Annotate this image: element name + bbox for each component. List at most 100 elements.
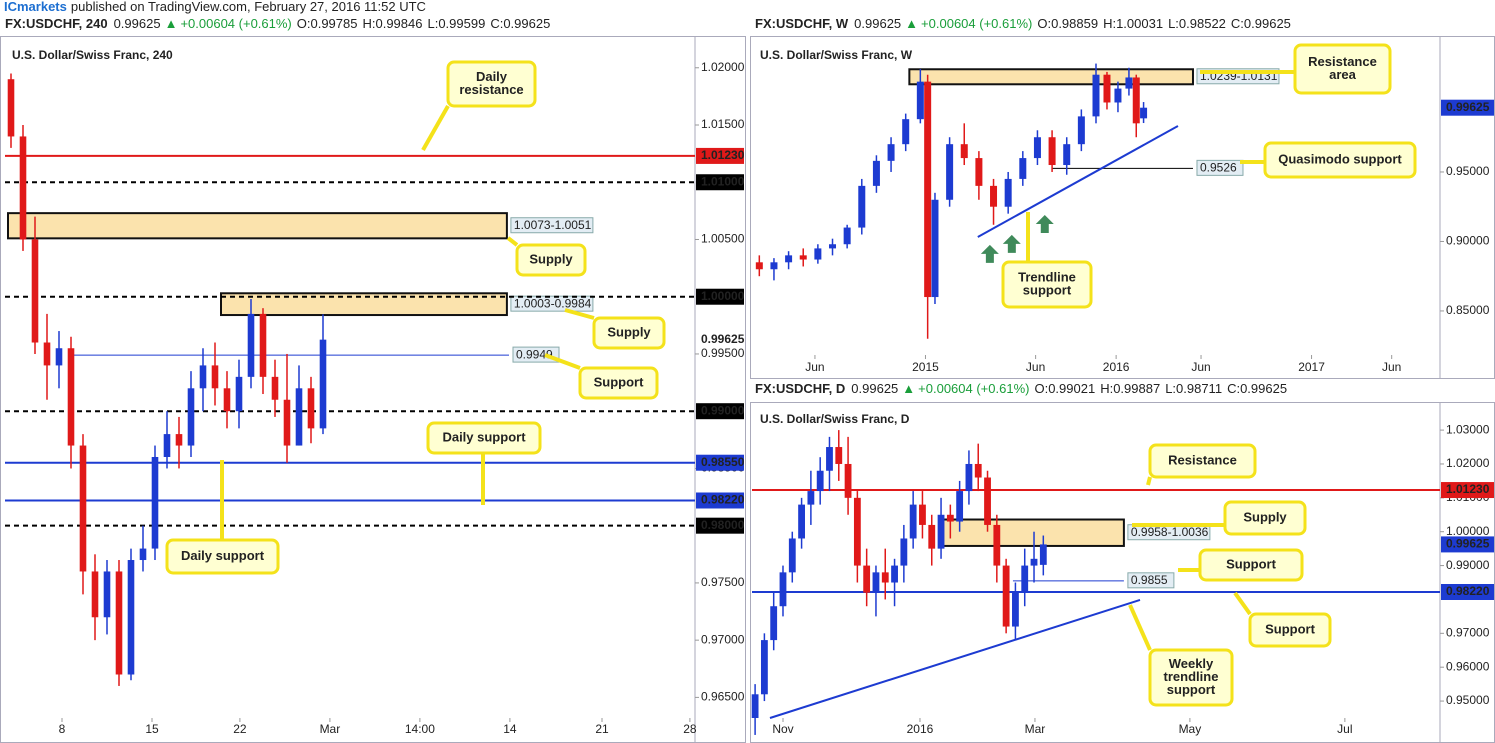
published: published on TradingView.com, February 2…: [71, 0, 426, 14]
y-tick-label: 1.00000: [1446, 524, 1490, 538]
zone-label-box: [510, 217, 594, 234]
candle-body: [779, 572, 787, 607]
change: +0.00604 (+0.61%): [918, 381, 1029, 396]
candle-body: [1012, 592, 1019, 627]
y-tick-label: 0.96000: [1446, 659, 1490, 673]
zone-label: 1.0003-0.9984: [514, 296, 592, 310]
publish-line: ICmarkets published on TradingView.com, F…: [4, 0, 426, 14]
candle-body: [909, 504, 917, 539]
candle-body: [1132, 77, 1140, 124]
candle-body: [43, 342, 51, 366]
x-tick-label: 28: [683, 722, 697, 736]
candle-body: [814, 248, 822, 260]
candle-body: [960, 144, 968, 159]
level-label-box: [1196, 159, 1244, 176]
candle-body: [1004, 178, 1012, 207]
trendline: [977, 125, 1179, 238]
candle-body: [887, 144, 895, 161]
candle-body: [139, 548, 147, 561]
y-tick-label: 0.85000: [1446, 303, 1490, 317]
price-tag-label: 0.98550: [701, 455, 745, 469]
price-tag: [696, 174, 744, 191]
change: +0.00604 (+0.61%): [921, 16, 1032, 31]
callout-box: [1148, 443, 1257, 479]
candle-body: [956, 491, 964, 522]
symbol-header: FX:USDCHF, D 0.99625 ▲ +0.00604 (+0.61%) O:0…: [755, 381, 1287, 396]
ohlc-label: L:0.98711: [1165, 381, 1222, 396]
y-tick-label: 0.95000: [1446, 693, 1490, 707]
candle-body: [1092, 74, 1100, 117]
callout-box: [446, 60, 537, 108]
y-tick-label: 0.97500: [701, 575, 745, 589]
candle-body: [1063, 144, 1071, 166]
x-tick-label: Nov: [772, 722, 793, 736]
candle-body: [751, 694, 759, 718]
callout-text: Quasimodo support: [1278, 151, 1402, 166]
candle-body: [1002, 565, 1010, 627]
ohlc-label: O:0.99021: [1034, 381, 1095, 396]
x-tick-label: 2017: [1298, 360, 1325, 374]
candle-body: [916, 81, 924, 120]
x-tick-label: 22: [233, 722, 247, 736]
symbol-header: FX:USDCHF, W 0.99625 ▲ +0.00604 (+0.61%) O:0…: [755, 16, 1291, 31]
candle-body: [984, 477, 991, 525]
candle-body: [223, 388, 231, 412]
x-tick-label: 21: [595, 722, 609, 736]
callout-text: Supply: [529, 251, 573, 266]
x-tick-label: May: [1179, 722, 1202, 736]
ohlc-label: H:0.99846: [362, 16, 422, 31]
candle-body: [1103, 74, 1111, 103]
x-tick-label: 14:00: [405, 722, 435, 736]
candle-body: [924, 81, 932, 298]
candle-body: [902, 119, 910, 145]
price-tag-label: 0.99625: [701, 332, 745, 346]
y-tick-label: 1.02000: [701, 60, 745, 74]
callout-text: trendline: [1164, 669, 1219, 684]
callout-text: Trendline: [1018, 269, 1076, 284]
candle-body: [858, 185, 866, 228]
price-tag-label: 1.00000: [701, 289, 745, 303]
callout-box: [1263, 141, 1417, 179]
zone: [220, 292, 508, 317]
callout-text: support: [1023, 282, 1072, 297]
x-tick-label: 15: [145, 722, 159, 736]
candle-body: [843, 227, 851, 245]
ohlc-label: C:0.99625: [1231, 16, 1291, 31]
x-tick-label: Jul: [1337, 722, 1352, 736]
callout-text: Support: [1265, 621, 1315, 636]
y-tick-label: 0.97000: [1446, 625, 1490, 639]
price-tag: [1441, 482, 1494, 499]
candle-body: [770, 262, 778, 270]
price-tag-label: 0.98220: [701, 493, 745, 507]
callout-text: Daily: [476, 69, 508, 84]
callout-text: Daily support: [181, 548, 265, 563]
zone: [908, 68, 1194, 86]
candle-body: [835, 447, 843, 464]
candle-body: [247, 313, 255, 377]
candle-body: [829, 244, 837, 249]
candle-body: [755, 262, 763, 270]
callout-text: Supply: [607, 324, 651, 339]
candle-body: [826, 447, 833, 471]
callout-pointer: [506, 236, 519, 247]
x-tick-label: Jun: [1026, 360, 1045, 374]
price-tag-label: 0.99625: [1446, 537, 1490, 551]
candle-body: [946, 514, 954, 522]
callout-pointer: [1233, 591, 1252, 616]
candle-body: [1140, 107, 1148, 119]
y-tick-label: 1.01500: [701, 117, 745, 131]
publisher[interactable]: ICmarkets: [4, 0, 67, 14]
chart-title: U.S. Dollar/Swiss Franc, 240: [12, 48, 173, 62]
x-tick-label: 2015: [912, 360, 939, 374]
y-tick-label: 0.97000: [701, 632, 745, 646]
candle-body: [853, 497, 861, 566]
candle-body: [127, 560, 135, 675]
symbol: FX:USDCHF, D: [755, 381, 845, 396]
price-tag: [1441, 536, 1494, 553]
callout-box: [1198, 548, 1304, 582]
ohlc-label: H:0.99887: [1100, 381, 1160, 396]
ohlc-label: L:0.99599: [427, 16, 485, 31]
x-tick-label: Mar: [320, 722, 341, 736]
price-tag: [696, 331, 744, 348]
